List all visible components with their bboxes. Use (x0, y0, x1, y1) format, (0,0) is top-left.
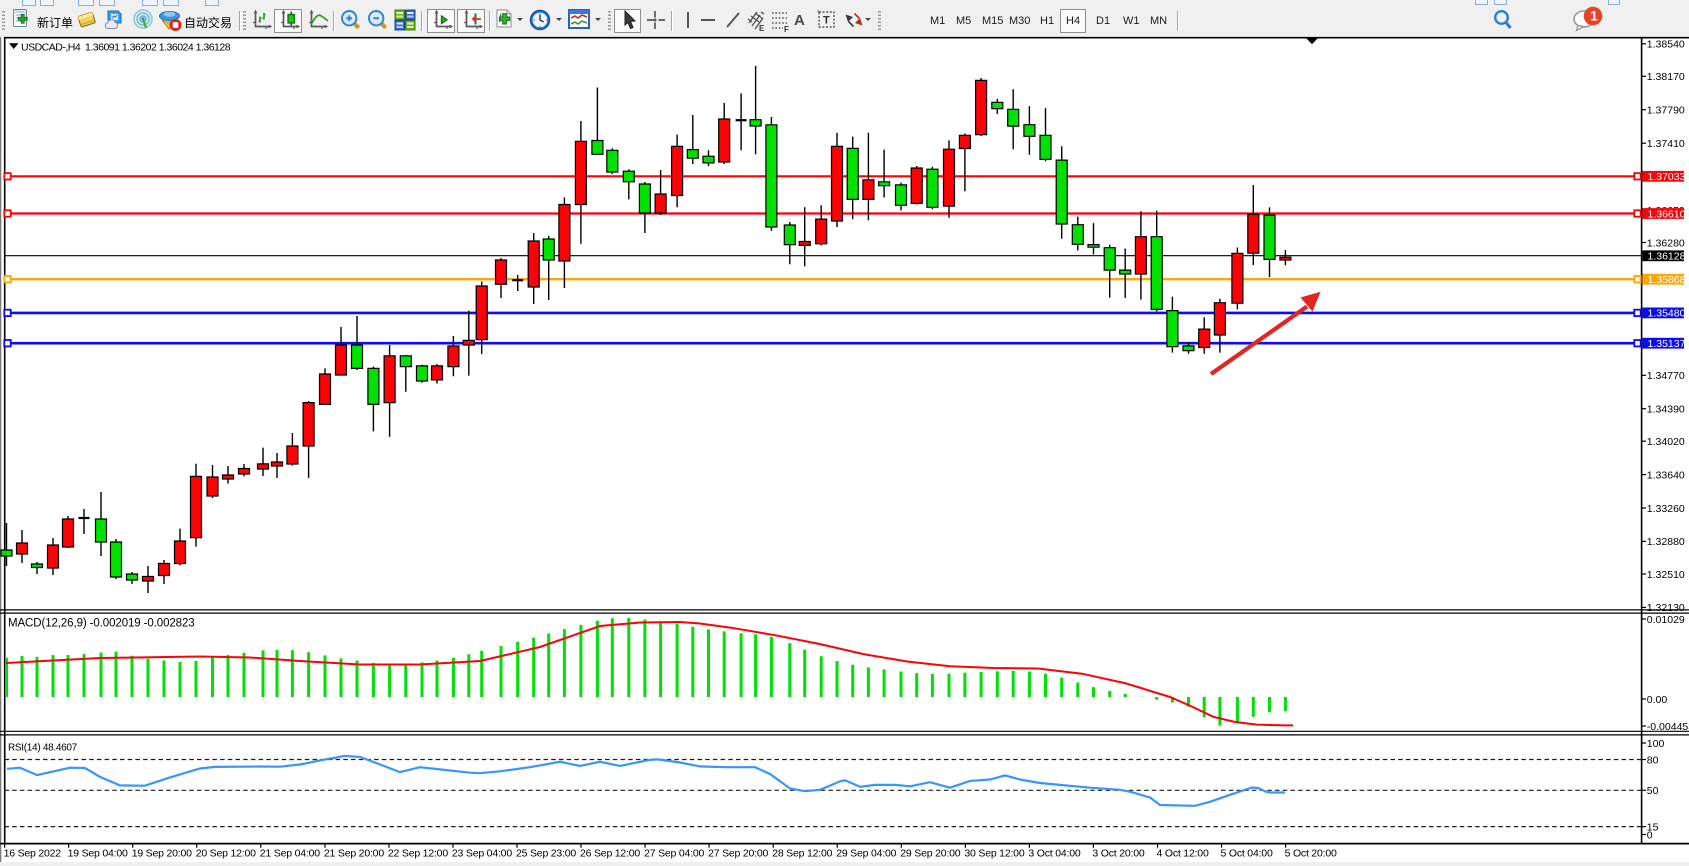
svg-text:50: 50 (1647, 785, 1659, 797)
svg-text:20 Sep 12:00: 20 Sep 12:00 (196, 848, 256, 860)
svg-text:19 Sep 20:00: 19 Sep 20:00 (132, 848, 192, 860)
svg-text:MACD(12,26,9) -0.002019 -0.002: MACD(12,26,9) -0.002019 -0.002823 (8, 618, 195, 630)
svg-text:5 Oct 04:00: 5 Oct 04:00 (1221, 848, 1273, 860)
svg-text:16 Sep 2022: 16 Sep 2022 (4, 848, 62, 860)
svg-text:1.37033: 1.37033 (1648, 171, 1686, 183)
svg-text:25 Sep 23:00: 25 Sep 23:00 (516, 848, 576, 860)
svg-text:27 Sep 04:00: 27 Sep 04:00 (644, 848, 704, 860)
svg-text:1.36610: 1.36610 (1648, 208, 1686, 220)
svg-text:0: 0 (1647, 829, 1653, 841)
svg-text:1.32880: 1.32880 (1647, 536, 1685, 548)
svg-text:F: F (784, 25, 789, 33)
svg-text:0.00: 0.00 (1647, 694, 1668, 706)
svg-text:21 Sep 04:00: 21 Sep 04:00 (260, 848, 320, 860)
svg-text:1.32510: 1.32510 (1647, 569, 1685, 581)
svg-text:1.35868: 1.35868 (1648, 274, 1686, 286)
svg-text:5 Oct 20:00: 5 Oct 20:00 (1285, 848, 1337, 860)
svg-text:4 Oct 12:00: 4 Oct 12:00 (1157, 848, 1209, 860)
svg-text:100: 100 (1647, 738, 1665, 750)
svg-text:1.37410: 1.37410 (1647, 138, 1685, 150)
svg-text:T: T (823, 15, 830, 27)
svg-text:1: 1 (1590, 9, 1598, 24)
svg-text:19 Sep 04:00: 19 Sep 04:00 (68, 848, 128, 860)
svg-text:3 Oct 20:00: 3 Oct 20:00 (1092, 848, 1144, 860)
svg-text:RSI(14) 48.4607: RSI(14) 48.4607 (8, 743, 78, 754)
svg-text:1.35480: 1.35480 (1648, 308, 1686, 320)
svg-text:1.36128: 1.36128 (1648, 251, 1686, 263)
svg-text:0.01029: 0.01029 (1647, 614, 1685, 626)
svg-text:28 Sep 12:00: 28 Sep 12:00 (772, 848, 832, 860)
svg-text:1.33640: 1.33640 (1647, 469, 1685, 481)
svg-text:29 Sep 20:00: 29 Sep 20:00 (900, 848, 960, 860)
svg-text:1.34020: 1.34020 (1647, 436, 1685, 448)
svg-text:1.32130: 1.32130 (1647, 602, 1685, 614)
svg-text:E: E (759, 24, 765, 33)
svg-text:15: 15 (1647, 821, 1659, 833)
svg-text:21 Sep 20:00: 21 Sep 20:00 (324, 848, 384, 860)
svg-text:22 Sep 12:00: 22 Sep 12:00 (388, 848, 448, 860)
svg-text:26 Sep 12:00: 26 Sep 12:00 (580, 848, 640, 860)
svg-text:23 Sep 04:00: 23 Sep 04:00 (452, 848, 512, 860)
svg-text:1.38170: 1.38170 (1647, 71, 1685, 83)
svg-text:30 Sep 12:00: 30 Sep 12:00 (964, 848, 1024, 860)
svg-text:1.34390: 1.34390 (1647, 404, 1685, 416)
svg-text:1.36280: 1.36280 (1647, 237, 1685, 249)
svg-text:1.37790: 1.37790 (1647, 105, 1685, 117)
svg-text:1.35137: 1.35137 (1648, 338, 1686, 350)
svg-text:29 Sep 04:00: 29 Sep 04:00 (836, 848, 896, 860)
svg-text:1.34770: 1.34770 (1647, 370, 1685, 382)
svg-text:1.38540: 1.38540 (1647, 39, 1685, 51)
svg-text:-0.004453: -0.004453 (1647, 721, 1689, 733)
svg-text:3 Oct 04:00: 3 Oct 04:00 (1028, 848, 1080, 860)
svg-text:USDCAD-,H4 1.36091 1.36202 1.: USDCAD-,H4 1.36091 1.36202 1.36024 1.361… (21, 42, 231, 54)
svg-text:27 Sep 20:00: 27 Sep 20:00 (708, 848, 768, 860)
svg-text:1.33260: 1.33260 (1647, 503, 1685, 515)
svg-text:80: 80 (1647, 754, 1659, 766)
